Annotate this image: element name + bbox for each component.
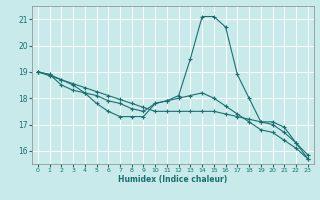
X-axis label: Humidex (Indice chaleur): Humidex (Indice chaleur) — [118, 175, 228, 184]
